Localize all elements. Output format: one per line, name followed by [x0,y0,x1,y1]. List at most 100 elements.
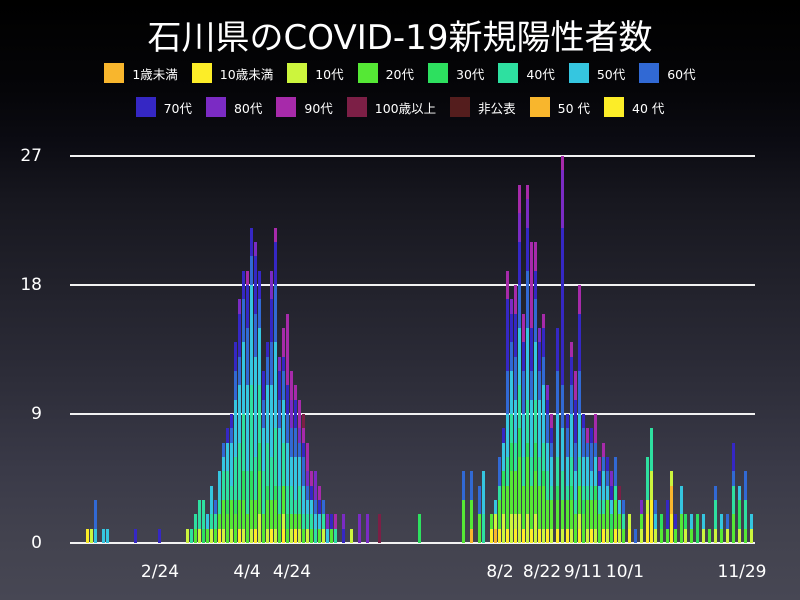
legend-item-40代[interactable]: 40代 [498,63,555,83]
bar-column[interactable] [550,414,553,543]
bar-column[interactable] [574,371,577,543]
bar-column[interactable] [570,342,573,543]
legend-item-40 代[interactable]: 40 代 [604,97,664,117]
bar-column[interactable] [254,242,257,543]
bar-column[interactable] [578,285,581,543]
bar-column[interactable] [470,471,473,543]
bar-column[interactable] [542,313,545,543]
bar-column[interactable] [418,514,421,543]
bar-column[interactable] [102,528,105,543]
bar-column[interactable] [86,528,89,543]
bar-column[interactable] [680,485,683,543]
bar-column[interactable] [274,227,277,543]
bar-column[interactable] [210,485,213,543]
bar-column[interactable] [262,371,265,543]
bar-column[interactable] [744,471,747,543]
bar-column[interactable] [318,485,321,543]
legend-item-20代[interactable]: 20代 [357,63,414,83]
bar-column[interactable] [586,428,589,543]
bar-column[interactable] [518,184,521,543]
bar-column[interactable] [290,371,293,543]
bar-column[interactable] [198,500,201,543]
bar-column[interactable] [660,514,663,543]
bar-column[interactable] [654,500,657,543]
bar-column[interactable] [502,428,505,543]
bar-column[interactable] [650,428,653,543]
bar-column[interactable] [90,528,93,543]
bar-column[interactable] [234,342,237,543]
bar-column[interactable] [614,457,617,543]
bar-column[interactable] [158,528,161,543]
bar-column[interactable] [250,227,253,543]
legend-item-90代[interactable]: 90代 [276,97,333,117]
bar-column[interactable] [670,471,673,543]
bar-column[interactable] [646,457,649,543]
bar-column[interactable] [720,514,723,543]
bar-column[interactable] [302,414,305,543]
bar-column[interactable] [708,528,711,543]
legend-item-50代[interactable]: 50代 [568,63,625,83]
bar-column[interactable] [750,514,753,543]
bar-column[interactable] [266,342,269,543]
bar-column[interactable] [214,500,217,543]
bar-column[interactable] [134,528,137,543]
bar-column[interactable] [478,485,481,543]
bar-column[interactable] [342,514,345,543]
bar-column[interactable] [482,471,485,543]
legend-item-80代[interactable]: 80代 [205,97,262,117]
legend-item-非公表[interactable]: 非公表 [450,97,516,117]
bar-column[interactable] [186,528,189,543]
bar-column[interactable] [358,514,361,543]
bar-column[interactable] [306,442,309,543]
bar-column[interactable] [366,514,369,543]
legend-item-70代[interactable]: 70代 [135,97,192,117]
bar-column[interactable] [242,270,245,543]
bar-column[interactable] [702,514,705,543]
bar-column[interactable] [334,514,337,543]
legend-item-30代[interactable]: 30代 [428,63,484,83]
bar-column[interactable] [222,442,225,543]
bar-column[interactable] [738,485,741,543]
bar-column[interactable] [566,414,569,543]
bar-column[interactable] [582,414,585,543]
bar-column[interactable] [238,299,241,543]
bar-column[interactable] [246,270,249,543]
bar-column[interactable] [590,428,593,543]
bar-column[interactable] [230,414,233,543]
legend-item-60代[interactable]: 60代 [639,63,696,83]
legend-item-1歳未満[interactable]: 1歳未満 [104,63,178,83]
bar-column[interactable] [226,428,229,543]
bar-column[interactable] [494,500,497,543]
bar-column[interactable] [314,471,317,543]
bar-column[interactable] [556,328,559,543]
bar-column[interactable] [526,184,529,543]
bar-column[interactable] [326,514,329,543]
legend-item-10代[interactable]: 10代 [287,63,344,83]
bar-column[interactable] [640,500,643,543]
bar-column[interactable] [106,528,109,543]
bar-column[interactable] [546,385,549,543]
bar-column[interactable] [270,270,273,543]
bar-column[interactable] [696,514,699,543]
bar-column[interactable] [510,299,513,543]
bar-column[interactable] [628,514,631,543]
bar-column[interactable] [732,442,735,543]
bar-column[interactable] [606,457,609,543]
bar-column[interactable] [298,399,301,543]
bar-column[interactable] [506,270,509,543]
bar-column[interactable] [350,528,353,543]
bar-column[interactable] [490,514,493,543]
bar-column[interactable] [714,485,717,543]
bar-column[interactable] [684,514,687,543]
bar-column[interactable] [258,270,261,543]
bar-column[interactable] [378,514,381,543]
bar-column[interactable] [514,285,517,543]
bar-column[interactable] [190,528,193,543]
bar-column[interactable] [622,500,625,543]
legend-item-10歳未満[interactable]: 10歳未満 [191,63,273,83]
bar-column[interactable] [278,356,281,543]
bar-column[interactable] [530,242,533,543]
bar-column[interactable] [282,328,285,543]
bar-column[interactable] [294,385,297,543]
bar-column[interactable] [634,528,637,543]
